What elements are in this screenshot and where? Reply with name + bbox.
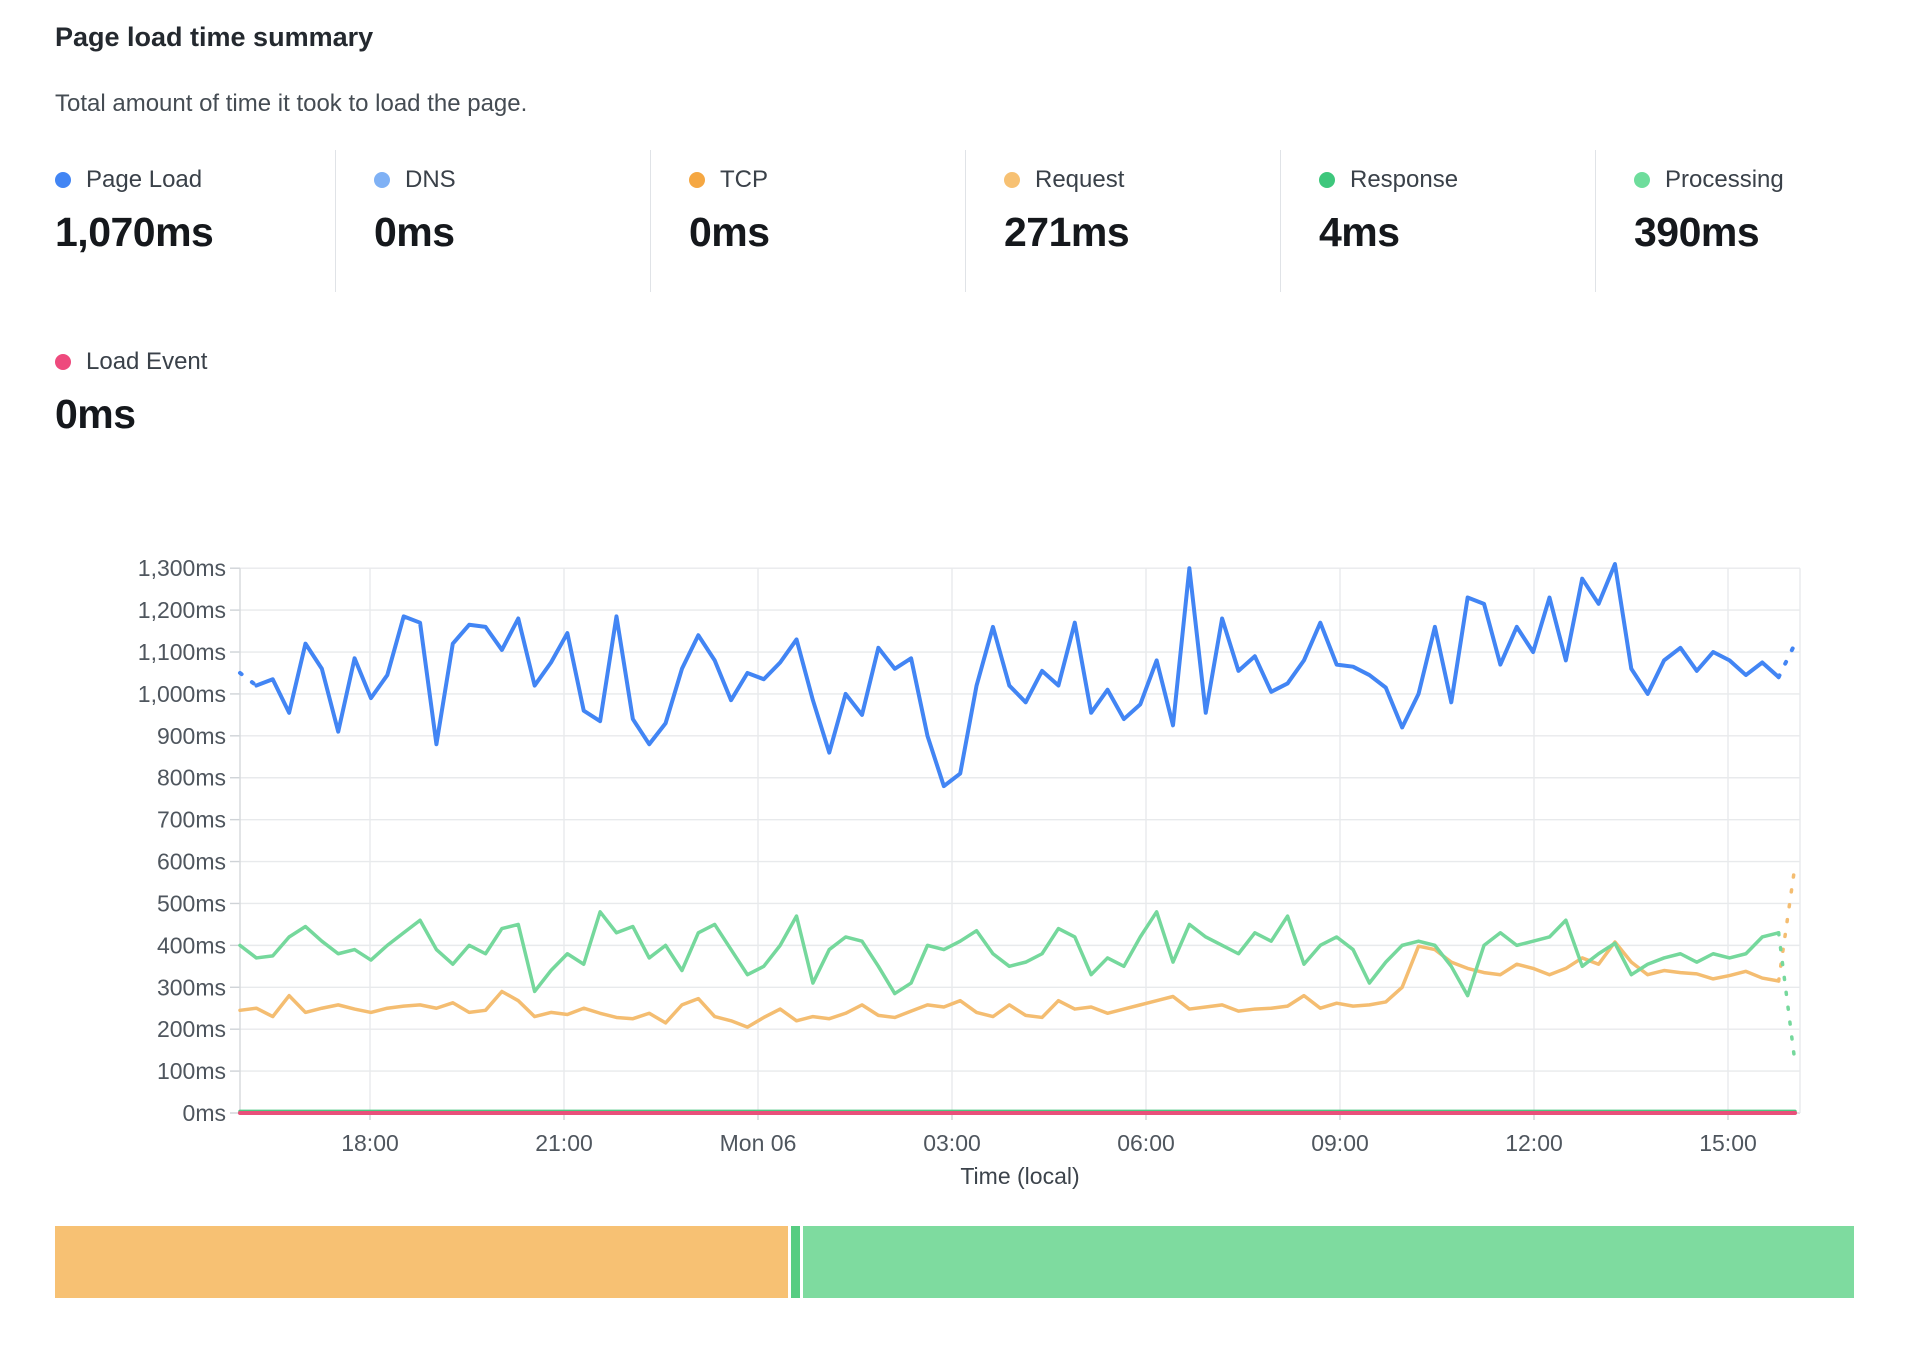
y-tick-label: 400ms — [157, 932, 226, 958]
processing-legend-dot — [1634, 172, 1650, 188]
timeline-bar-segment[interactable] — [55, 1226, 789, 1298]
page-load-legend-dot — [55, 172, 71, 188]
metric-value: 271ms — [1004, 209, 1130, 255]
metric-value: 0ms — [374, 209, 455, 255]
metric-label: Processing — [1665, 166, 1784, 193]
legend-page-load[interactable]: Page Load — [55, 166, 335, 194]
dns-legend-dot — [374, 172, 390, 188]
y-tick-label: 600ms — [157, 849, 226, 875]
y-tick-label: 700ms — [157, 807, 226, 833]
page-subtitle: Total amount of time it took to load the… — [55, 90, 528, 117]
y-tick-label: 0ms — [183, 1100, 226, 1126]
metric-label: Page Load — [86, 166, 203, 193]
y-tick-label: 500ms — [157, 890, 226, 916]
x-tick-label: 12:00 — [1505, 1130, 1563, 1156]
timeline-bar-segment[interactable] — [803, 1226, 1854, 1298]
metric-value: 0ms — [689, 209, 770, 255]
x-tick-label: 09:00 — [1311, 1130, 1369, 1156]
metric-label: DNS — [405, 166, 456, 193]
x-tick-label: 06:00 — [1117, 1130, 1175, 1156]
metric-label: TCP — [720, 166, 768, 193]
x-axis-title: Time (local) — [960, 1163, 1079, 1189]
series-line-dashed-page-load[interactable] — [238, 670, 259, 688]
metric-value: 1,070ms — [55, 209, 214, 255]
metric-label: Load Event — [86, 348, 208, 375]
metric-response: Response 4ms — [1280, 150, 1595, 292]
metric-page-load: Page Load 1,070ms — [55, 150, 335, 292]
y-tick-label: 100ms — [157, 1058, 226, 1084]
metric-dns: DNS 0ms — [335, 150, 650, 292]
x-tick-label: Mon 06 — [720, 1130, 797, 1156]
series-line-processing[interactable] — [238, 910, 1781, 998]
response-legend-dot — [1319, 172, 1335, 188]
x-tick-label: 15:00 — [1699, 1130, 1757, 1156]
metric-value: 390ms — [1634, 209, 1760, 255]
timeline-bar-segment[interactable] — [791, 1226, 801, 1298]
series-line-page-load[interactable] — [254, 562, 1781, 789]
tcp-legend-dot — [689, 172, 705, 188]
metric-processing: Processing 390ms — [1595, 150, 1910, 292]
y-tick-label: 1,300ms — [138, 555, 226, 581]
metric-tcp: TCP 0ms — [650, 150, 965, 292]
series-line-dashed-page-load[interactable] — [1776, 641, 1797, 680]
series-line-request[interactable] — [238, 940, 1781, 1029]
request-legend-dot — [1004, 172, 1020, 188]
metric-request: Request 271ms — [965, 150, 1280, 292]
metric-value: 0ms — [55, 391, 136, 437]
x-tick-label: 18:00 — [341, 1130, 399, 1156]
metric-label: Response — [1350, 166, 1459, 193]
x-tick-label: 03:00 — [923, 1130, 981, 1156]
legend-processing[interactable]: Processing — [1634, 166, 1910, 194]
metric-load-event: Load Event 0ms — [55, 332, 207, 438]
y-tick-label: 900ms — [157, 723, 226, 749]
legend-response[interactable]: Response — [1319, 166, 1595, 194]
legend-tcp[interactable]: TCP — [689, 166, 965, 194]
legend-load-event[interactable]: Load Event — [55, 348, 207, 376]
y-tick-label: 300ms — [157, 974, 226, 1000]
legend-dns[interactable]: DNS — [374, 166, 650, 194]
metric-label: Request — [1035, 166, 1125, 193]
legend-request[interactable]: Request — [1004, 166, 1280, 194]
series-line-dashed-processing[interactable] — [1776, 931, 1797, 1065]
y-tick-label: 1,000ms — [138, 681, 226, 707]
load-event-legend-dot — [55, 354, 71, 370]
y-tick-label: 200ms — [157, 1016, 226, 1042]
y-tick-label: 1,100ms — [138, 639, 226, 665]
y-tick-label: 800ms — [157, 765, 226, 791]
x-tick-label: 21:00 — [535, 1130, 593, 1156]
timeline-bar — [55, 1226, 1857, 1298]
y-tick-label: 1,200ms — [138, 597, 226, 623]
metrics-row: Page Load 1,070ms DNS 0ms TCP 0ms Reques… — [55, 150, 1910, 292]
page-title: Page load time summary — [55, 22, 374, 52]
load-time-chart[interactable]: 0ms 100ms 200ms 300ms 400ms 500ms 600ms 700ms 80… — [0, 0, 1910, 1210]
metric-value: 4ms — [1319, 209, 1400, 255]
